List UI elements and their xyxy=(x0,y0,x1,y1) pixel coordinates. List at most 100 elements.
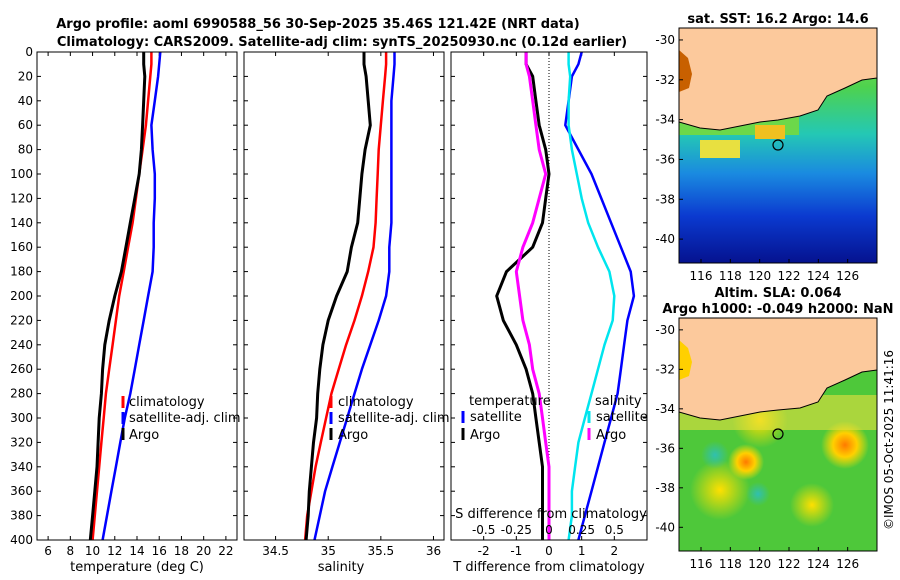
y-tick-label: 80 xyxy=(18,143,33,157)
y-tick-label: 40 xyxy=(18,94,33,108)
sla-float-marker xyxy=(772,428,784,440)
map-y-tick-label: -38 xyxy=(655,192,675,206)
sst-map-frame xyxy=(678,27,878,264)
sdiff-xlabel: S difference from climatology xyxy=(455,507,647,522)
y-tick-label: 140 xyxy=(10,216,33,230)
tdiff-legend: temperature satellite Argo xyxy=(461,394,551,443)
sst-warm-patch xyxy=(755,125,785,139)
map-y-tick-label: -30 xyxy=(655,33,675,47)
x-tick-label: 2 xyxy=(611,544,619,558)
series-line-temperature-satellite xyxy=(564,52,636,540)
sdiff-legend-header: salinity xyxy=(595,394,642,409)
sst-warm-patch xyxy=(700,140,740,158)
map-y-tick-label: -36 xyxy=(655,152,675,166)
y-tick-label: 60 xyxy=(18,118,33,132)
y-tick-label: 20 xyxy=(18,69,33,83)
x-tick-label: 18 xyxy=(174,544,189,558)
y-tick-label: 340 xyxy=(10,460,33,474)
s-x-tick-label: 0 xyxy=(545,523,553,537)
temperature-xlabel: temperature (deg C) xyxy=(70,560,204,575)
sla-high-blob xyxy=(790,483,834,527)
x-tick-label: 8 xyxy=(67,544,75,558)
sla-high-blob xyxy=(821,421,869,469)
x-tick-label: -1 xyxy=(510,544,522,558)
y-tick-label: 220 xyxy=(10,313,33,327)
legend-label-satellite-clim: satellite-adj. clim xyxy=(129,411,241,426)
map-x-tick-label: 116 xyxy=(690,269,713,283)
sst-map-title: sat. SST: 16.2 Argo: 14.6 xyxy=(687,12,868,27)
series-line-salinity-argo xyxy=(514,52,551,540)
y-tick-label: 280 xyxy=(10,387,33,401)
figure-title-line2: Climatology: CARS2009. Satellite-adj cli… xyxy=(57,35,627,50)
tdiff-legend-header: temperature xyxy=(469,394,551,409)
salinity-axes-frame xyxy=(243,51,445,541)
y-tick-label: 380 xyxy=(10,509,33,523)
map-x-tick-label: 116 xyxy=(690,557,713,571)
x-tick-label: 6 xyxy=(44,544,52,558)
x-tick-label: 35 xyxy=(321,544,336,558)
x-tick-label: 16 xyxy=(152,544,167,558)
y-tick-label: 360 xyxy=(10,484,33,498)
sla-map-frame xyxy=(678,317,878,552)
legend-label-argo: Argo xyxy=(338,428,368,443)
map-y-tick-label: -34 xyxy=(655,113,675,127)
y-tick-label: 240 xyxy=(10,338,33,352)
series-line-argo xyxy=(304,52,372,540)
x-tick-label: 10 xyxy=(85,544,100,558)
salinity-legend: climatology satellite-adj. clim Argo xyxy=(329,395,450,443)
map-x-tick-label: 118 xyxy=(719,557,742,571)
sla-high-blob xyxy=(728,444,764,480)
difference-axes-frame xyxy=(450,51,648,541)
tdiff-legend-label-argo: Argo xyxy=(470,428,500,443)
series-line-climatology xyxy=(303,52,388,540)
x-tick-label: 20 xyxy=(196,544,211,558)
map-x-tick-label: 124 xyxy=(807,557,830,571)
y-tick-label: 160 xyxy=(10,240,33,254)
legend-label-climatology: climatology xyxy=(338,395,414,410)
salinity-xlabel: salinity xyxy=(318,560,365,575)
map-y-tick-label: -40 xyxy=(655,232,675,246)
sla-land xyxy=(679,318,877,421)
y-tick-label: 320 xyxy=(10,435,33,449)
map-y-tick-label: -34 xyxy=(655,402,675,416)
sdiff-legend: salinity satellite Argo xyxy=(587,394,648,443)
difference-panel: -2 -1 0 1 2 T difference from climatology S … xyxy=(450,51,648,575)
y-tick-label: 100 xyxy=(10,167,33,181)
y-tick-label: 260 xyxy=(10,362,33,376)
legend-label-climatology: climatology xyxy=(129,395,205,410)
series-line-satellite-adj-clim xyxy=(313,52,396,540)
sst-land xyxy=(679,28,877,131)
x-tick-label: 12 xyxy=(107,544,122,558)
map-y-tick-label: -30 xyxy=(655,323,675,337)
legend-label-satellite-clim: satellite-adj. clim xyxy=(338,411,450,426)
map-x-tick-label: 126 xyxy=(836,269,859,283)
s-x-tick-label: 0.25 xyxy=(568,523,595,537)
map-x-tick-label: 120 xyxy=(748,269,771,283)
s-x-tick-label: -0.25 xyxy=(501,523,532,537)
map-x-tick-label: 122 xyxy=(778,557,801,571)
map-x-tick-label: 122 xyxy=(778,269,801,283)
x-tick-label: 0 xyxy=(545,544,553,558)
y-tick-label: 400 xyxy=(10,533,33,547)
x-tick-label: 14 xyxy=(129,544,144,558)
figure-title-line1: Argo profile: aoml 6990588_56 30-Sep-202… xyxy=(56,17,580,32)
map-y-tick-label: -38 xyxy=(655,481,675,495)
x-tick-label: 34.5 xyxy=(262,544,289,558)
map-x-tick-label: 118 xyxy=(719,269,742,283)
s-x-tick-label: -0.5 xyxy=(472,523,495,537)
map-x-tick-label: 120 xyxy=(748,557,771,571)
legend-label-argo: Argo xyxy=(129,428,159,443)
series-line-climatology xyxy=(91,52,153,540)
temperature-panel: 0 20 40 60 80 100 120 140 160 180 200 220 240 260 280 3… xyxy=(10,45,241,575)
sst-hot-coast xyxy=(679,50,692,92)
map-y-tick-label: -32 xyxy=(655,73,675,87)
x-tick-label: 22 xyxy=(218,544,233,558)
x-tick-label: 35.5 xyxy=(367,544,394,558)
salinity-panel: 34.5 35 35.5 36 salinity climatology satell… xyxy=(243,51,450,575)
x-tick-label: 1 xyxy=(578,544,586,558)
series-line-argo xyxy=(88,52,147,540)
sst-map: sat. SST: 16.2 Argo: 14.6 116 118 120 122 12… xyxy=(655,12,878,283)
temperature-legend: climatology satellite-adj. clim Argo xyxy=(121,395,241,443)
sla-low-blob xyxy=(746,482,770,506)
